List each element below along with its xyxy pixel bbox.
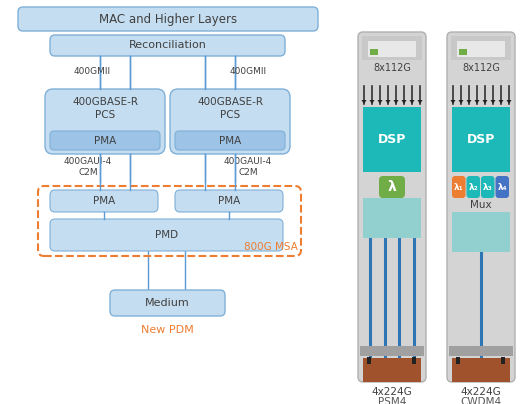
Text: New PDM: New PDM (141, 325, 194, 335)
FancyBboxPatch shape (481, 176, 494, 198)
FancyBboxPatch shape (50, 131, 160, 150)
Bar (449, 346, 513, 356)
Text: PMA: PMA (94, 135, 116, 145)
Text: 8x112G: 8x112G (373, 63, 411, 73)
Text: PMD: PMD (155, 230, 178, 240)
Text: 8x112G: 8x112G (462, 63, 500, 73)
FancyBboxPatch shape (18, 7, 318, 31)
Text: 800G MSA: 800G MSA (244, 242, 298, 252)
Bar (452, 212, 510, 252)
FancyBboxPatch shape (110, 290, 225, 316)
Text: DSP: DSP (378, 133, 406, 146)
Bar (360, 346, 424, 356)
Bar (452, 107, 510, 172)
Bar (501, 357, 505, 364)
Bar (363, 107, 421, 172)
FancyBboxPatch shape (467, 176, 480, 198)
Polygon shape (401, 100, 407, 104)
Text: λ₄: λ₄ (498, 183, 507, 191)
Polygon shape (499, 100, 503, 104)
Polygon shape (362, 100, 366, 104)
Bar (363, 198, 421, 238)
FancyBboxPatch shape (175, 131, 285, 150)
Bar (457, 41, 505, 57)
Text: DSP: DSP (467, 133, 495, 146)
Polygon shape (409, 100, 415, 104)
Text: MAC and Higher Layers: MAC and Higher Layers (99, 13, 237, 25)
Bar (368, 41, 416, 57)
Text: λ₁: λ₁ (454, 183, 464, 191)
FancyBboxPatch shape (50, 219, 283, 251)
Polygon shape (386, 100, 390, 104)
Text: 4x224G: 4x224G (460, 387, 501, 397)
Text: Reconciliation: Reconciliation (129, 40, 207, 50)
Text: 400GMII: 400GMII (229, 67, 267, 76)
Text: PSM4: PSM4 (378, 397, 406, 404)
Bar (456, 357, 460, 364)
Bar (459, 49, 467, 55)
FancyBboxPatch shape (447, 32, 515, 382)
Text: 400GBASE-R
PCS: 400GBASE-R PCS (197, 97, 263, 120)
Text: 400GAUI-4
C2M: 400GAUI-4 C2M (64, 157, 112, 177)
Text: Medium: Medium (145, 298, 190, 308)
Bar (363, 358, 421, 382)
Bar (362, 36, 422, 60)
FancyBboxPatch shape (495, 176, 509, 198)
Polygon shape (475, 100, 479, 104)
Bar (451, 36, 511, 60)
Text: 400GAUI-4
C2M: 400GAUI-4 C2M (224, 157, 272, 177)
Polygon shape (467, 100, 472, 104)
Polygon shape (491, 100, 495, 104)
Polygon shape (370, 100, 374, 104)
Polygon shape (507, 100, 511, 104)
Bar (367, 357, 371, 364)
Polygon shape (450, 100, 456, 104)
Text: CWDM4: CWDM4 (460, 397, 502, 404)
Polygon shape (378, 100, 382, 104)
Bar (412, 357, 416, 364)
Text: PMA: PMA (219, 135, 241, 145)
FancyBboxPatch shape (452, 176, 466, 198)
FancyBboxPatch shape (50, 35, 285, 56)
FancyBboxPatch shape (45, 89, 165, 154)
Text: PMA: PMA (93, 196, 115, 206)
Text: PMA: PMA (218, 196, 240, 206)
Bar (370, 49, 378, 55)
FancyBboxPatch shape (358, 32, 426, 382)
Text: λ: λ (388, 180, 396, 194)
FancyBboxPatch shape (379, 176, 405, 198)
Text: 4x224G: 4x224G (372, 387, 413, 397)
Polygon shape (417, 100, 423, 104)
FancyBboxPatch shape (50, 190, 158, 212)
Text: 400GMII: 400GMII (73, 67, 110, 76)
FancyBboxPatch shape (170, 89, 290, 154)
Text: λ₂: λ₂ (468, 183, 478, 191)
Polygon shape (458, 100, 464, 104)
Text: Mux: Mux (470, 200, 492, 210)
FancyBboxPatch shape (175, 190, 283, 212)
Text: 400GBASE-R
PCS: 400GBASE-R PCS (72, 97, 138, 120)
Polygon shape (483, 100, 487, 104)
Bar (452, 358, 510, 382)
Text: λ₃: λ₃ (483, 183, 493, 191)
Polygon shape (393, 100, 398, 104)
